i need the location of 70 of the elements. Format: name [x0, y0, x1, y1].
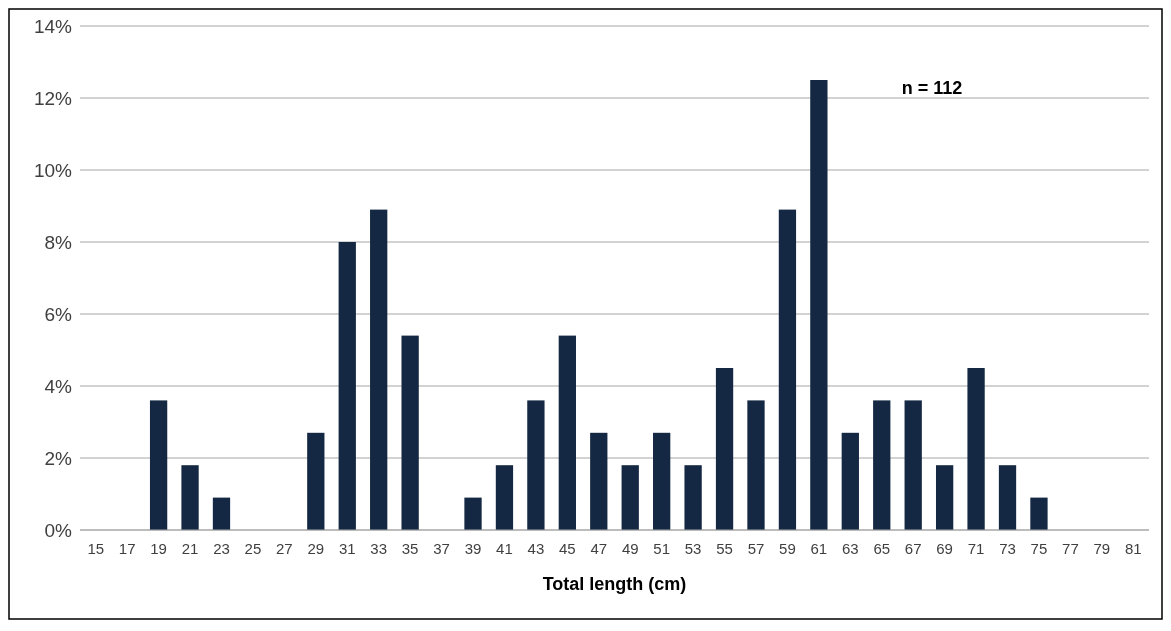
- bar: [370, 209, 388, 530]
- y-tick-label: 4%: [44, 375, 73, 397]
- bar: [935, 465, 954, 530]
- x-tick-label: 65: [873, 540, 891, 557]
- bar: [464, 497, 482, 530]
- x-tick-label: 73: [999, 540, 1016, 557]
- bar: [715, 368, 734, 530]
- x-tick-label: 37: [433, 540, 450, 557]
- x-tick-label: 69: [936, 540, 953, 557]
- x-axis-title: Total length (cm): [542, 574, 687, 594]
- bar: [873, 400, 891, 530]
- x-tick-label: 39: [464, 540, 482, 557]
- x-tick-label: 51: [653, 540, 671, 557]
- x-tick-label: 67: [904, 540, 922, 557]
- x-tick-label: 23: [213, 540, 230, 557]
- x-tick-label: 19: [150, 540, 167, 557]
- x-tick-label: 25: [244, 540, 262, 557]
- bar: [810, 80, 828, 530]
- y-tick-label: 2%: [44, 447, 73, 469]
- bar: [307, 432, 325, 530]
- x-tick-label: 77: [1062, 540, 1079, 557]
- x-tick-label: 43: [527, 540, 545, 557]
- y-tick-label: 0%: [44, 519, 73, 541]
- bar: [778, 209, 797, 530]
- x-tick-label: 49: [621, 540, 639, 557]
- x-tick-label: 45: [558, 540, 576, 557]
- x-tick-label: 29: [307, 540, 325, 557]
- x-tick-label: 21: [181, 540, 199, 557]
- x-tick-label: 71: [967, 540, 985, 557]
- x-tick-label: 59: [779, 540, 796, 557]
- x-tick-label: 63: [841, 540, 859, 557]
- x-tick-label: 47: [590, 540, 608, 557]
- bar: [967, 368, 985, 530]
- bar: [212, 497, 231, 530]
- x-tick-label: 27: [276, 540, 293, 557]
- x-tick-label: 15: [87, 540, 105, 557]
- bar: [181, 465, 199, 530]
- y-tick-label: 10%: [33, 159, 73, 181]
- y-tick-label: 12%: [33, 87, 73, 109]
- bar: [621, 465, 639, 530]
- bar: [998, 465, 1017, 530]
- bar: [904, 400, 922, 530]
- bar: [527, 400, 545, 530]
- x-tick-label: 33: [370, 540, 388, 557]
- x-tick-label: 55: [716, 540, 733, 557]
- bar: [684, 465, 702, 530]
- x-tick-label: 41: [496, 540, 513, 557]
- bar: [401, 335, 419, 530]
- x-tick-label: 35: [401, 540, 419, 557]
- x-tick-label: 79: [1093, 540, 1111, 557]
- bar: [495, 465, 514, 530]
- bar: [338, 242, 356, 530]
- y-tick-label: 6%: [44, 303, 73, 325]
- bar: [653, 432, 671, 530]
- x-tick-label: 17: [118, 540, 136, 557]
- annotation: n = 112: [901, 78, 963, 98]
- y-tick-label: 8%: [44, 231, 73, 253]
- x-tick-label: 81: [1124, 540, 1142, 557]
- y-tick-label: 14%: [33, 15, 73, 37]
- x-tick-label: 53: [684, 540, 702, 557]
- x-tick-label: 57: [747, 540, 765, 557]
- bar: [747, 400, 765, 530]
- x-tick-label: 61: [810, 540, 828, 557]
- bar: [590, 432, 608, 530]
- bar: [841, 432, 859, 530]
- bar: [558, 335, 576, 530]
- bar: [1030, 497, 1048, 530]
- bar: [149, 400, 168, 530]
- x-tick-label: 31: [338, 540, 356, 557]
- x-tick-label: 75: [1030, 540, 1048, 557]
